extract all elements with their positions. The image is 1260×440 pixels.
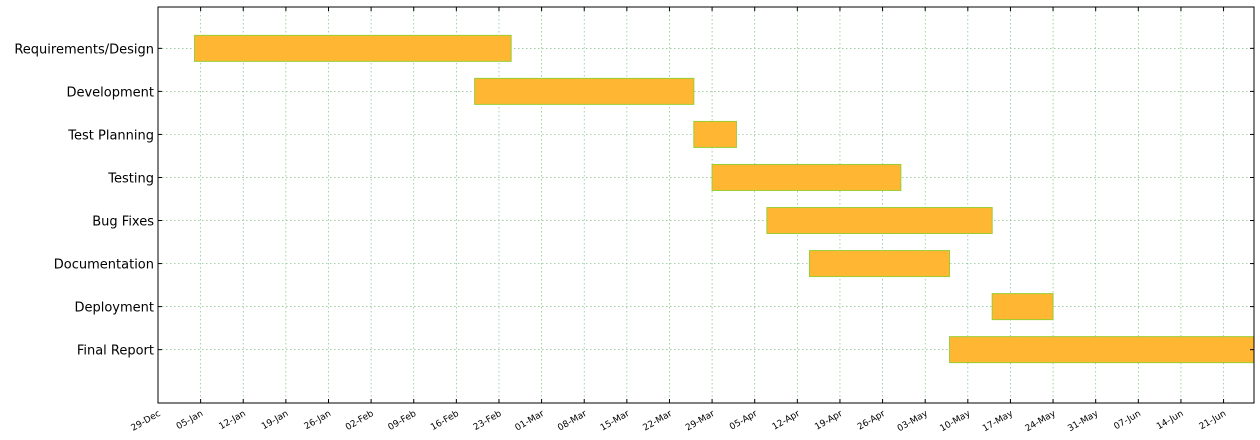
x-tick-label: 26-Apr xyxy=(856,409,887,433)
x-tick-label: 02-Feb xyxy=(344,409,376,433)
x-tick-label: 08-Mar xyxy=(556,409,589,434)
x-tick-label: 10-May xyxy=(938,409,972,435)
x-tick-label: 14-Jun xyxy=(1155,409,1185,432)
x-tick-label: 23-Feb xyxy=(472,409,504,433)
task-label: Final Report xyxy=(77,344,154,359)
x-tick-label: 05-Apr xyxy=(728,409,759,433)
x-tick-label: 29-Dec xyxy=(130,409,163,434)
task-bar xyxy=(693,120,737,148)
y-axis: Requirements/Design Development Test Plann… xyxy=(14,42,1254,359)
task-label: Test Planning xyxy=(67,128,154,143)
task-label: Testing xyxy=(107,171,154,186)
x-tick-label: 19-Apr xyxy=(813,409,844,433)
plot-frame xyxy=(157,6,1255,404)
task-bar xyxy=(194,34,512,62)
task-bar xyxy=(766,207,993,235)
task-label: Bug Fixes xyxy=(92,215,154,230)
bars xyxy=(194,34,1255,364)
x-tick-label: 01-Mar xyxy=(514,409,547,434)
task-bar xyxy=(711,163,902,191)
x-tick-label: 15-Mar xyxy=(599,409,632,434)
task-label: Development xyxy=(66,85,154,100)
x-tick-label: 19-Jan xyxy=(260,409,290,432)
x-tick-label: 24-May xyxy=(1024,409,1058,435)
task-bar xyxy=(949,336,1255,364)
task-bar xyxy=(991,293,1054,321)
x-tick-label: 12-Apr xyxy=(771,409,802,433)
x-tick-label: 17-May xyxy=(981,409,1015,435)
task-bar xyxy=(809,250,951,278)
x-tick-label: 29-Mar xyxy=(684,409,717,434)
x-tick-label: 31-May xyxy=(1066,409,1100,435)
x-tick-label: 12-Jan xyxy=(218,409,248,432)
task-label: Requirements/Design xyxy=(14,42,154,57)
task-bar xyxy=(474,77,695,105)
x-tick-label: 07-Jun xyxy=(1112,409,1142,432)
x-tick-label: 26-Jan xyxy=(303,409,333,432)
task-label: Deployment xyxy=(74,301,154,316)
x-tick-label: 16-Feb xyxy=(429,409,461,433)
x-tick-label: 09-Feb xyxy=(387,409,419,433)
x-tick-label: 05-Jan xyxy=(175,409,205,432)
task-label: Documentation xyxy=(54,258,154,273)
x-tick-label: 21-Jun xyxy=(1198,409,1228,432)
x-tick-label: 03-May xyxy=(896,409,930,435)
x-tick-label: 22-Mar xyxy=(642,409,675,434)
